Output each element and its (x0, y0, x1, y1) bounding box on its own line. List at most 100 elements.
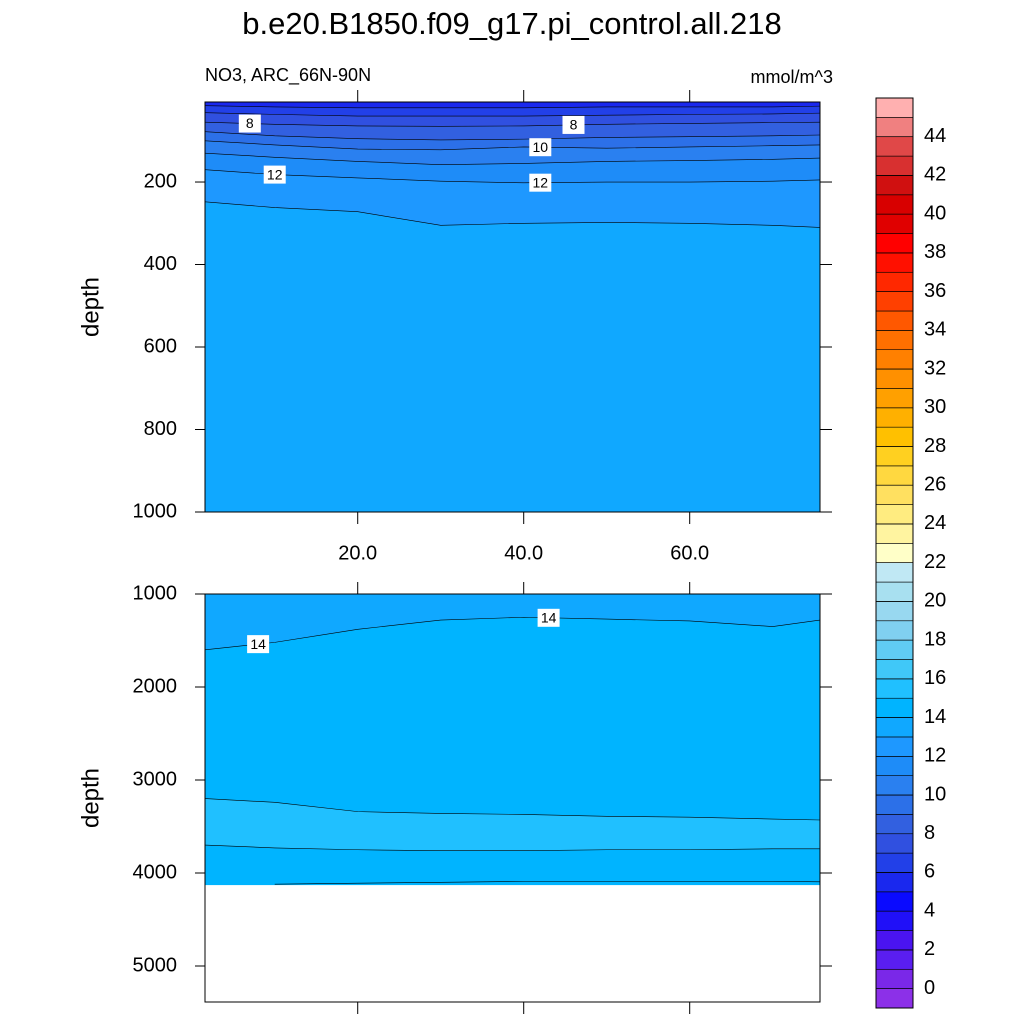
chart-title: b.e20.B1850.f09_g17.pi_control.all.218 (242, 6, 782, 41)
color-box (875, 388, 914, 409)
contour-line (205, 105, 820, 109)
contour-label: 12 (267, 166, 283, 182)
color-box (875, 639, 914, 660)
contour-line (205, 169, 820, 184)
contour-label-box (529, 138, 552, 157)
color-box (875, 368, 914, 389)
color-box (875, 407, 914, 428)
contour-label: 14 (250, 636, 266, 652)
colorbar-label: 40 (924, 202, 946, 224)
y-tick-label: 1000 (133, 500, 178, 522)
color-box (875, 349, 914, 370)
colorbar-label: 12 (924, 745, 946, 767)
color-box (875, 562, 914, 583)
colorbar-label: 34 (924, 319, 946, 341)
y-tick-label: 4000 (133, 861, 178, 883)
x-tick-label: 40.0 (504, 542, 543, 564)
color-box (875, 988, 914, 1009)
color-box (875, 968, 914, 989)
contour-line (205, 844, 820, 851)
color-box (875, 330, 914, 351)
color-box (875, 523, 914, 544)
contour-label: 10 (533, 139, 549, 155)
colorbar-label: 26 (924, 474, 946, 496)
band-fill (205, 201, 820, 512)
color-box (875, 155, 914, 176)
color-box (875, 601, 914, 622)
y-tick-label: 3000 (133, 768, 178, 790)
color-box (875, 852, 914, 873)
colorbar-label: 36 (924, 280, 946, 302)
y-axis-label: depth (77, 277, 104, 337)
colorbar-label: 44 (924, 125, 946, 147)
color-box (875, 581, 914, 602)
y-axis-label: depth (77, 768, 104, 828)
colorbar-label: 42 (924, 164, 946, 186)
color-box (875, 891, 914, 912)
y-tick-label: 2000 (133, 675, 178, 697)
color-box (875, 484, 914, 505)
color-box (875, 271, 914, 292)
color-box (875, 949, 914, 970)
color-box (875, 213, 914, 234)
colorbar-label: 14 (924, 706, 946, 728)
colorbar-label: 4 (924, 899, 935, 921)
color-box (875, 697, 914, 718)
contour-line (205, 131, 820, 141)
colorbar-label: 30 (924, 396, 946, 418)
colorbar-frame (875, 97, 914, 1009)
contour-label-box (537, 608, 560, 627)
colorbar-label: 10 (924, 783, 946, 805)
color-box (875, 543, 914, 563)
color-box (875, 233, 914, 254)
color-box (875, 504, 914, 525)
plot-frame (204, 101, 821, 513)
plot-frame (204, 593, 821, 1003)
contour-line (205, 121, 820, 127)
color-box (875, 136, 914, 157)
colorbar-label: 24 (924, 512, 946, 534)
color-box (875, 620, 914, 641)
color-box (875, 930, 914, 951)
contour-label-box (247, 635, 270, 654)
color-box (875, 310, 914, 331)
colorbar-label: 18 (924, 628, 946, 650)
color-box (875, 446, 914, 467)
color-box (875, 465, 914, 486)
colorbar-label: 2 (924, 938, 935, 960)
color-box (875, 252, 914, 273)
colorbar-label: 20 (924, 590, 946, 612)
colorbar-label: 0 (924, 977, 935, 999)
sea-floor (205, 885, 820, 1002)
y-tick-label: 800 (144, 418, 177, 440)
y-tick-label: 600 (144, 335, 177, 357)
color-box (875, 175, 914, 196)
contour-line (205, 112, 820, 117)
contour-label-box (263, 165, 286, 184)
contour-label-box (529, 173, 552, 192)
contour-label: 8 (570, 117, 578, 133)
color-box (875, 117, 914, 138)
color-box (875, 736, 914, 757)
color-box (875, 814, 914, 835)
panel: 8 8 10 12 12 (205, 102, 820, 512)
subtitle: NO3, ARC_66N-90N (205, 65, 371, 86)
colorbar-label: 16 (924, 667, 946, 689)
colorbar-label: 8 (924, 822, 935, 844)
color-box (875, 833, 914, 854)
color-box (875, 678, 914, 699)
panel: 14 14 (205, 594, 820, 1002)
contour-line (274, 881, 820, 885)
colorbar-label: 32 (924, 357, 946, 379)
contour-line (205, 616, 820, 651)
colorbar-label: 28 (924, 435, 946, 457)
x-tick-label: 60.0 (670, 542, 709, 564)
y-tick-label: 400 (144, 253, 177, 275)
y-tick-label: 200 (144, 170, 177, 192)
contour-label: 14 (541, 610, 557, 626)
contour-line (205, 152, 820, 165)
color-box (875, 872, 914, 893)
color-box (875, 97, 914, 118)
colorbar-label: 6 (924, 861, 935, 883)
